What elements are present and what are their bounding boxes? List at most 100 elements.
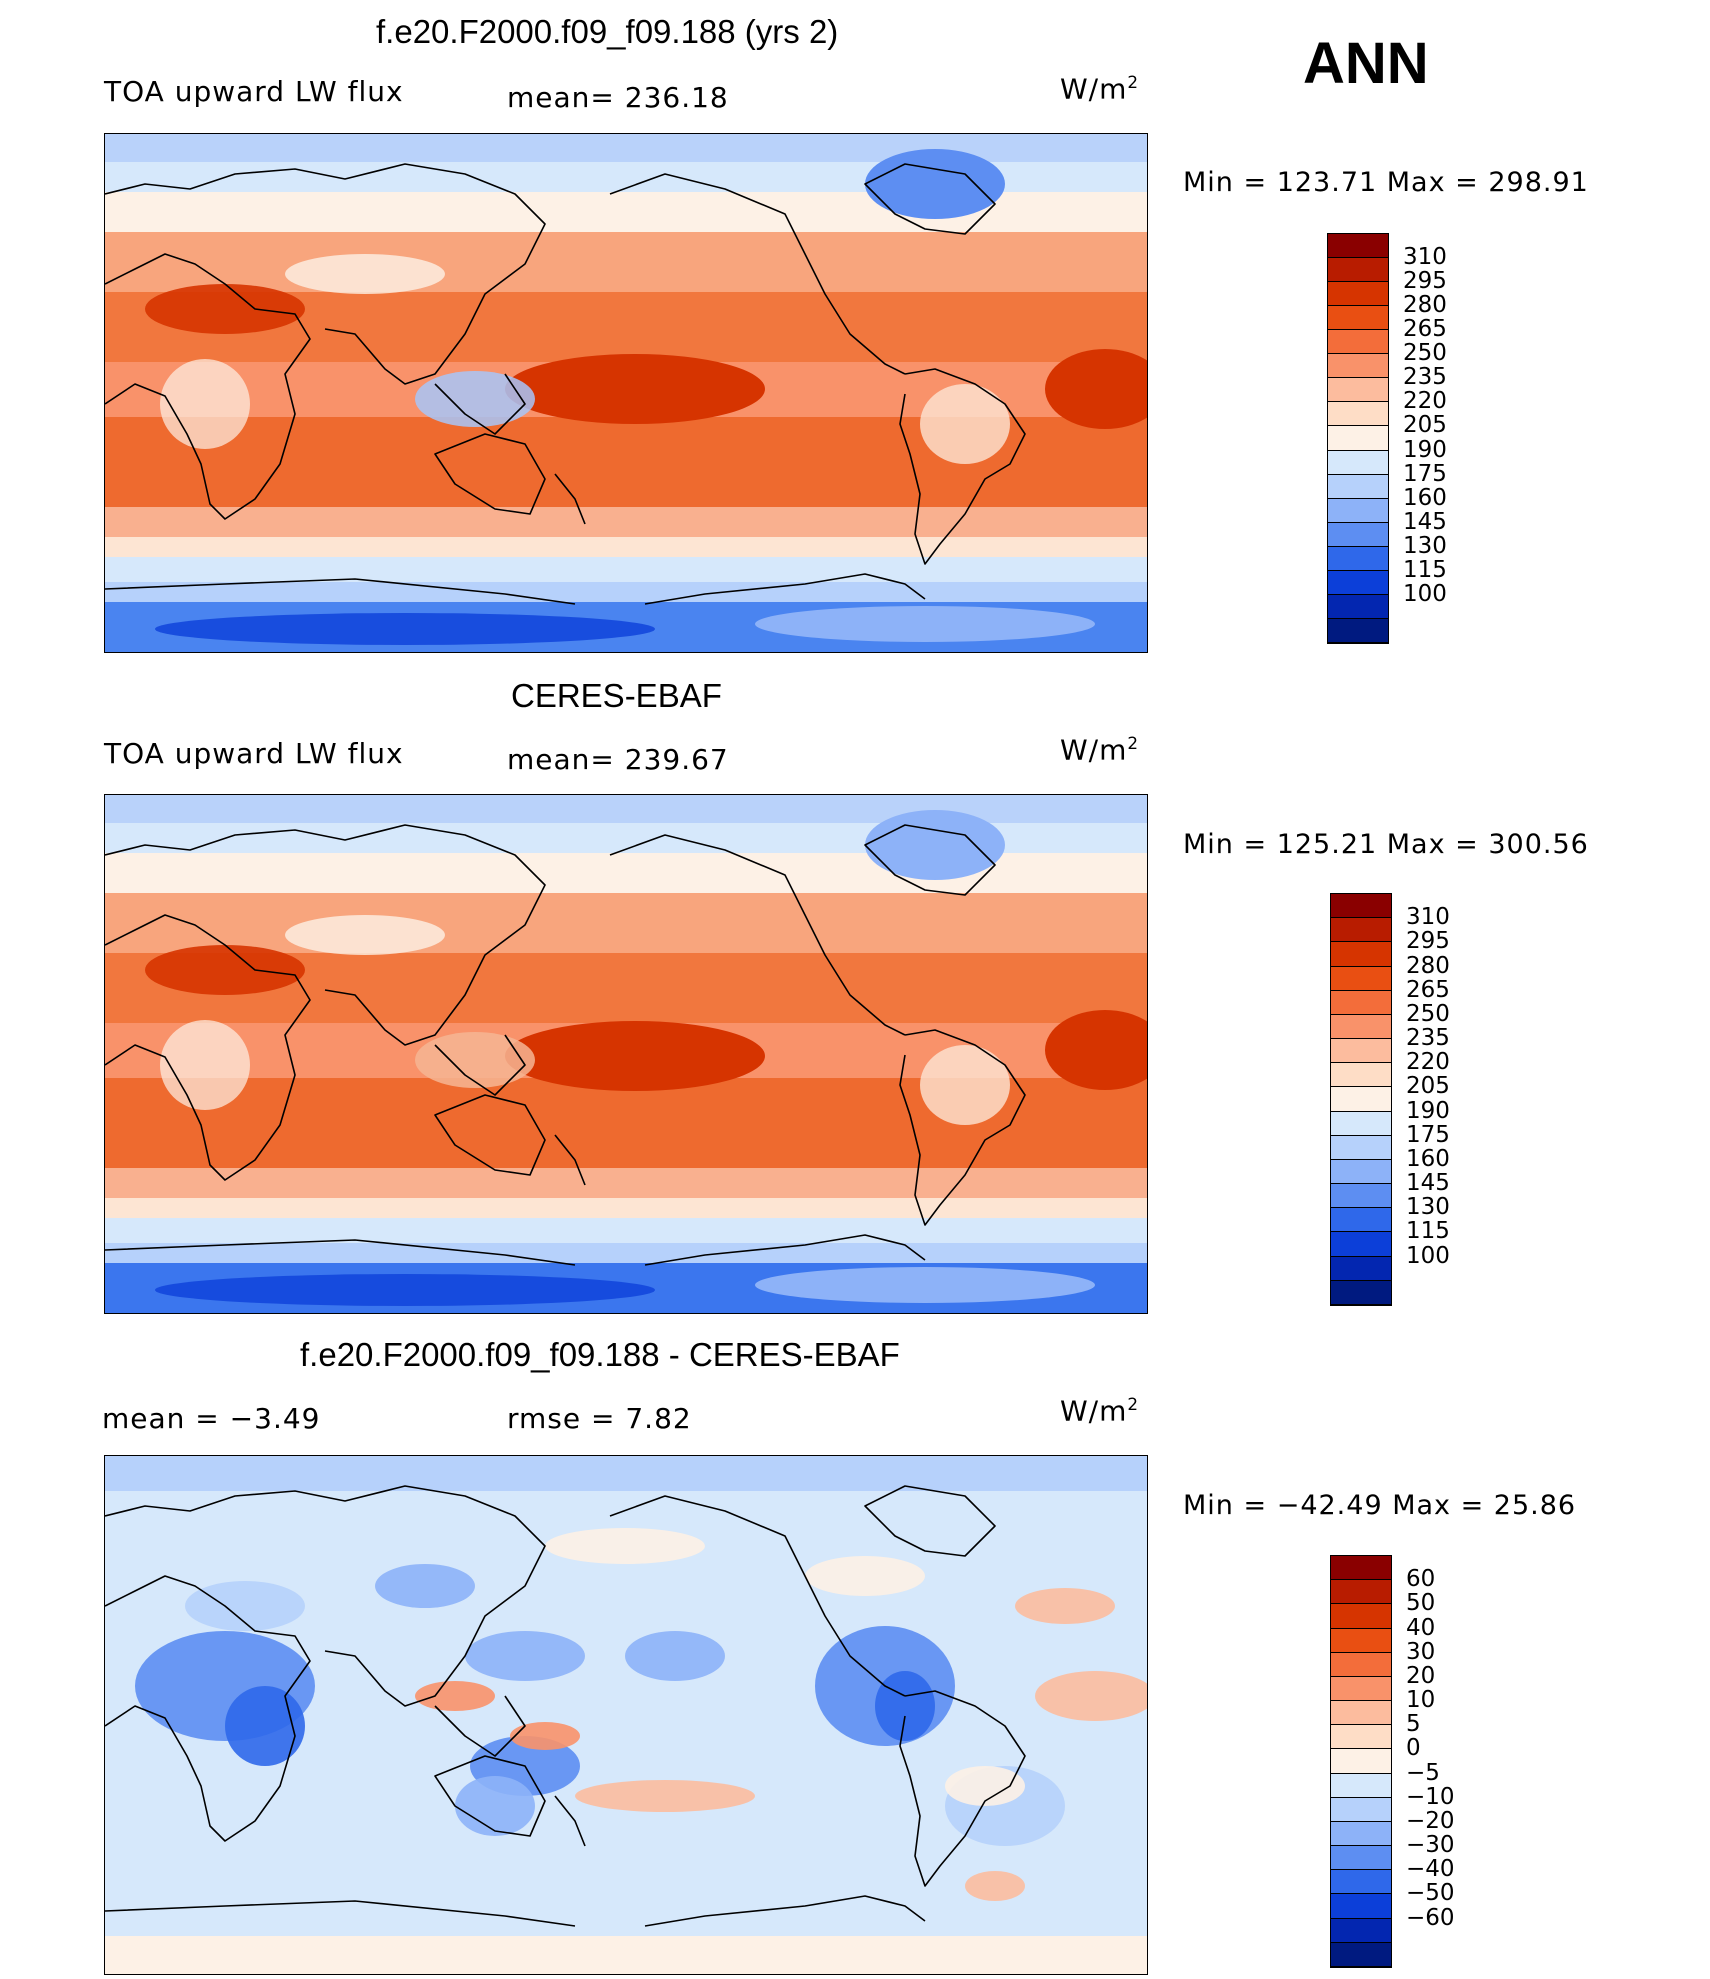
colorbar-swatch bbox=[1328, 426, 1388, 451]
variable-label: TOA upward LW flux bbox=[104, 737, 404, 770]
colorbar-swatch bbox=[1331, 1014, 1391, 1040]
colorbar-tick-label: 190 bbox=[1406, 1097, 1450, 1124]
colorbar-swatch bbox=[1331, 1063, 1391, 1088]
colorbar-swatch bbox=[1328, 450, 1388, 475]
colorbar-swatch bbox=[1331, 1135, 1391, 1160]
units-label: W/m2 bbox=[1060, 72, 1140, 106]
map-difference-field bbox=[105, 1456, 1147, 1974]
colorbar-tick-label: 295 bbox=[1406, 928, 1450, 955]
rmse-label: rmse = 7.82 bbox=[507, 1402, 692, 1435]
colorbar-swatch bbox=[1328, 258, 1388, 283]
colorbar-swatch bbox=[1331, 1894, 1391, 1919]
map-panel-model bbox=[104, 133, 1148, 653]
colorbar-tick-label: 265 bbox=[1406, 976, 1450, 1003]
panel-title: CERES-EBAF bbox=[511, 677, 722, 714]
colorbar-tick-label: 145 bbox=[1406, 1170, 1450, 1197]
colorbar-tick-label: 115 bbox=[1403, 556, 1447, 583]
colorbar-swatch bbox=[1331, 1628, 1391, 1653]
colorbar-tick-label: 10 bbox=[1406, 1687, 1436, 1714]
colorbar-tick-label: 160 bbox=[1406, 1145, 1450, 1172]
min-max-label: Min = 123.71 Max = 298.91 bbox=[1183, 167, 1589, 198]
colorbar-tick-label: 235 bbox=[1403, 364, 1447, 391]
colorbar-swatch bbox=[1328, 282, 1388, 307]
colorbar-swatch bbox=[1331, 990, 1391, 1015]
colorbar-swatch bbox=[1328, 594, 1388, 619]
min-max-label: Min = 125.21 Max = 300.56 bbox=[1183, 829, 1589, 860]
colorbar-tick-label: −30 bbox=[1406, 1832, 1455, 1859]
mean-label: mean = −3.49 bbox=[102, 1402, 321, 1435]
colorbar-swatch bbox=[1328, 402, 1388, 427]
colorbar-tick-label: −50 bbox=[1406, 1880, 1455, 1907]
colorbar-tick-label: −5 bbox=[1406, 1759, 1440, 1786]
colorbar-tick-label: −20 bbox=[1406, 1807, 1455, 1834]
colorbar-tick-label: 250 bbox=[1403, 340, 1447, 367]
colorbar-swatch bbox=[1331, 1280, 1391, 1305]
colorbar-tick-label: 5 bbox=[1406, 1711, 1421, 1738]
colorbar-tick-label: 235 bbox=[1406, 1025, 1450, 1052]
colorbar-swatch bbox=[1331, 1701, 1391, 1726]
mean-label: mean= 236.18 bbox=[507, 81, 729, 114]
panel-title: f.e20.F2000.f09_f09.188 - CERES-EBAF bbox=[300, 1336, 900, 1373]
colorbar-tick-label: 265 bbox=[1403, 316, 1447, 343]
colorbar bbox=[1327, 233, 1389, 644]
colorbar-swatch bbox=[1331, 1039, 1391, 1064]
colorbar-tick-label: 50 bbox=[1406, 1590, 1436, 1617]
colorbar-swatch bbox=[1331, 1184, 1391, 1209]
colorbar-tick-label: 280 bbox=[1403, 292, 1447, 319]
colorbar-swatch bbox=[1331, 1725, 1391, 1750]
colorbar-tick-label: 145 bbox=[1403, 508, 1447, 535]
season-label: ANN bbox=[1303, 31, 1429, 96]
panel-title: f.e20.F2000.f09_f09.188 (yrs 2) bbox=[376, 13, 839, 50]
colorbar-swatch bbox=[1331, 1556, 1391, 1581]
colorbar-tick-label: 160 bbox=[1403, 484, 1447, 511]
colorbar-tick-label: 220 bbox=[1403, 388, 1447, 415]
colorbar-tick-label: 175 bbox=[1403, 460, 1447, 487]
colorbar-swatch bbox=[1331, 1821, 1391, 1847]
colorbar-tick-label: 205 bbox=[1406, 1073, 1450, 1100]
colorbar-swatch bbox=[1331, 1159, 1391, 1185]
colorbar-tick-label: 190 bbox=[1403, 436, 1447, 463]
colorbar-swatch bbox=[1328, 570, 1388, 595]
colorbar-tick-label: 0 bbox=[1406, 1735, 1421, 1762]
units-label: W/m2 bbox=[1060, 1394, 1140, 1428]
colorbar-swatch bbox=[1331, 894, 1391, 919]
colorbar-swatch bbox=[1331, 1232, 1391, 1257]
mean-label: mean= 239.67 bbox=[507, 743, 729, 776]
colorbar-tick-label: 175 bbox=[1406, 1121, 1450, 1148]
units-label: W/m2 bbox=[1060, 733, 1140, 767]
colorbar-swatch bbox=[1331, 1797, 1391, 1822]
colorbar-swatch bbox=[1331, 1580, 1391, 1605]
colorbar bbox=[1330, 1555, 1392, 1968]
colorbar-tick-label: 20 bbox=[1406, 1662, 1436, 1689]
colorbar-swatch bbox=[1331, 918, 1391, 943]
colorbar-tick-label: −40 bbox=[1406, 1856, 1455, 1883]
colorbar-tick-label: 280 bbox=[1406, 952, 1450, 979]
colorbar-swatch bbox=[1328, 522, 1388, 547]
colorbar-swatch bbox=[1331, 1208, 1391, 1233]
colorbar-swatch bbox=[1328, 306, 1388, 331]
colorbar-tick-label: 115 bbox=[1406, 1218, 1450, 1245]
map-panel-obs bbox=[104, 794, 1148, 1314]
colorbar-tick-label: 295 bbox=[1403, 268, 1447, 295]
colorbar-tick-label: 100 bbox=[1403, 580, 1447, 607]
colorbar-swatch bbox=[1331, 1256, 1391, 1281]
colorbar-swatch bbox=[1328, 546, 1388, 571]
colorbar-swatch bbox=[1328, 618, 1388, 643]
colorbar-swatch bbox=[1328, 354, 1388, 379]
map-model-field bbox=[105, 134, 1147, 652]
colorbar-swatch bbox=[1328, 330, 1388, 355]
colorbar-tick-label: 30 bbox=[1406, 1638, 1436, 1665]
colorbar-tick-label: 310 bbox=[1403, 244, 1447, 271]
colorbar-swatch bbox=[1331, 1749, 1391, 1774]
colorbar-swatch bbox=[1331, 942, 1391, 967]
colorbar-swatch bbox=[1328, 234, 1388, 259]
colorbar-tick-label: −10 bbox=[1406, 1783, 1455, 1810]
colorbar-swatch bbox=[1331, 1111, 1391, 1136]
colorbar-swatch bbox=[1331, 966, 1391, 991]
colorbar-tick-label: 250 bbox=[1406, 1000, 1450, 1027]
colorbar-swatch bbox=[1331, 1087, 1391, 1112]
map-obs-field bbox=[105, 795, 1147, 1313]
colorbar-swatch bbox=[1331, 1676, 1391, 1702]
colorbar-swatch bbox=[1331, 1918, 1391, 1943]
colorbar-tick-label: 130 bbox=[1406, 1194, 1450, 1221]
